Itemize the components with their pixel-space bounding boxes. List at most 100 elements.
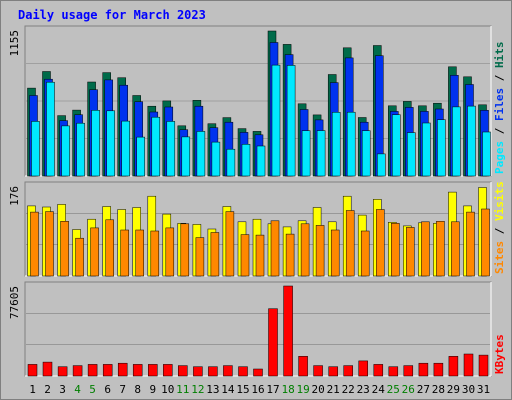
x-tick-label-day-8: 8	[134, 383, 141, 396]
bar-pages-day-13	[211, 141, 221, 177]
bar-kbytes-day-30	[463, 353, 474, 377]
bar-kbytes-day-29	[448, 356, 459, 377]
bar-sites-day-30	[466, 211, 475, 277]
bar-kbytes-day-3	[57, 366, 68, 377]
bar-kbytes-day-2	[42, 361, 53, 377]
legend-files: Files	[493, 88, 506, 121]
bar-sites-day-29	[451, 221, 460, 277]
bar-kbytes-day-22	[343, 365, 353, 377]
bar-sites-day-11	[180, 223, 190, 277]
bar-sites-day-13	[210, 232, 220, 277]
bar-pages-day-12	[196, 131, 206, 177]
bar-kbytes-day-16	[253, 368, 263, 377]
bar-pages-day-19	[301, 130, 311, 177]
bar-pages-day-25	[392, 114, 401, 177]
x-tick-label-day-6: 6	[104, 383, 111, 396]
bar-kbytes-day-5	[87, 364, 98, 377]
bar-kbytes-day-14	[223, 365, 233, 377]
x-tick-label-day-1: 1	[29, 383, 36, 396]
bar-kbytes-day-27	[418, 362, 429, 377]
x-tick-label-day-17: 17	[266, 383, 279, 396]
x-axis-day-labels: 1 2 3 4 5 6 7 8 9 10 11 12 13 14 15 16 17 18 19 20 21 22 23 24 2…	[29, 383, 490, 396]
bar-kbytes-day-8	[132, 364, 143, 377]
bar-sites-day-28	[436, 221, 445, 277]
x-tick-label-day-2: 2	[44, 383, 51, 396]
x-tick-label-day-25: 25	[387, 383, 400, 396]
legend-kbytes: KBytes	[493, 334, 506, 374]
x-tick-label-day-3: 3	[59, 383, 66, 396]
x-tick-label-day-24: 24	[372, 383, 386, 396]
bar-kbytes-day-20	[313, 365, 323, 377]
legend-hits: Hits	[493, 42, 506, 69]
panel-background	[24, 281, 492, 377]
bar-sites-day-3	[60, 221, 69, 277]
x-tick-label-day-29: 29	[447, 383, 460, 396]
bar-pages-day-9	[151, 116, 161, 177]
legend-separator: /	[493, 221, 506, 241]
chart-panels: 1155 Pages / Files / Hits 176 Sites / Visit…	[8, 25, 506, 377]
bar-pages-day-17	[271, 64, 281, 177]
x-tick-label-day-11: 11	[176, 383, 189, 396]
bar-pages-day-1	[31, 121, 40, 177]
bar-sites-day-20	[315, 225, 325, 277]
bar-kbytes-day-7	[117, 362, 128, 377]
bar-kbytes-day-9	[148, 364, 158, 377]
bar-pages-day-2	[46, 81, 55, 177]
bar-sites-day-25	[391, 223, 400, 277]
bar-pages-day-4	[76, 122, 85, 177]
x-tick-label-day-4: 4	[74, 383, 81, 396]
bar-pages-day-20	[316, 130, 326, 177]
bar-kbytes-day-31	[478, 354, 489, 377]
bar-pages-day-18	[286, 65, 296, 177]
bar-kbytes-day-10	[163, 364, 173, 377]
bar-sites-day-9	[150, 230, 160, 277]
bar-kbytes-day-21	[328, 366, 338, 377]
panel-pages-files-hits: 1155 Pages / Files / Hits	[8, 25, 506, 177]
chart-title: Daily usage for March 2023	[18, 8, 206, 22]
legend-separator: /	[493, 68, 506, 88]
x-tick-label-day-18: 18	[281, 383, 294, 396]
series-legend: KBytes	[493, 334, 506, 374]
bar-kbytes-day-11	[178, 365, 188, 377]
series-legend: Sites / Visits	[493, 181, 506, 274]
bar-pages-day-6	[106, 110, 115, 177]
x-tick-label-day-13: 13	[206, 383, 219, 396]
bar-pages-day-7	[121, 120, 130, 177]
x-tick-label-day-21: 21	[327, 383, 340, 396]
bar-pages-day-30	[467, 105, 476, 177]
bar-sites-day-10	[165, 227, 175, 277]
bar-sites-day-19	[300, 223, 310, 277]
bar-kbytes-day-4	[72, 365, 83, 377]
bar-pages-day-21	[331, 112, 341, 177]
bar-sites-day-8	[135, 229, 144, 277]
x-tick-label-day-14: 14	[221, 383, 235, 396]
bar-sites-day-15	[240, 234, 250, 277]
bar-sites-day-4	[75, 237, 84, 277]
bar-kbytes-day-19	[298, 356, 308, 377]
legend-visits: Visits	[493, 181, 506, 221]
x-tick-label-day-9: 9	[149, 383, 156, 396]
bar-kbytes-day-26	[403, 365, 414, 377]
bar-pages-day-23	[361, 130, 371, 177]
bar-kbytes-day-23	[358, 360, 368, 377]
bar-sites-day-7	[120, 229, 129, 277]
y-max-label: 176	[8, 186, 21, 206]
bar-kbytes-day-25	[388, 366, 399, 377]
x-tick-label-day-12: 12	[191, 383, 204, 396]
bar-kbytes-day-6	[102, 364, 113, 377]
bar-sites-day-27	[421, 221, 430, 277]
bar-kbytes-day-17	[268, 308, 278, 377]
bar-sites-day-14	[225, 211, 235, 277]
x-tick-label-day-7: 7	[119, 383, 126, 396]
y-max-label: 77605	[8, 286, 21, 319]
legend-pages: Pages	[493, 141, 506, 174]
bar-sites-day-21	[330, 229, 340, 277]
x-tick-label-day-31: 31	[477, 383, 490, 396]
bar-pages-day-5	[91, 110, 100, 177]
bar-sites-day-16	[255, 234, 265, 277]
y-max-label: 1155	[8, 30, 21, 57]
x-tick-label-day-28: 28	[432, 383, 445, 396]
bar-sites-day-22	[345, 210, 355, 277]
x-tick-label-day-26: 26	[402, 383, 415, 396]
bar-kbytes-day-13	[208, 366, 218, 377]
